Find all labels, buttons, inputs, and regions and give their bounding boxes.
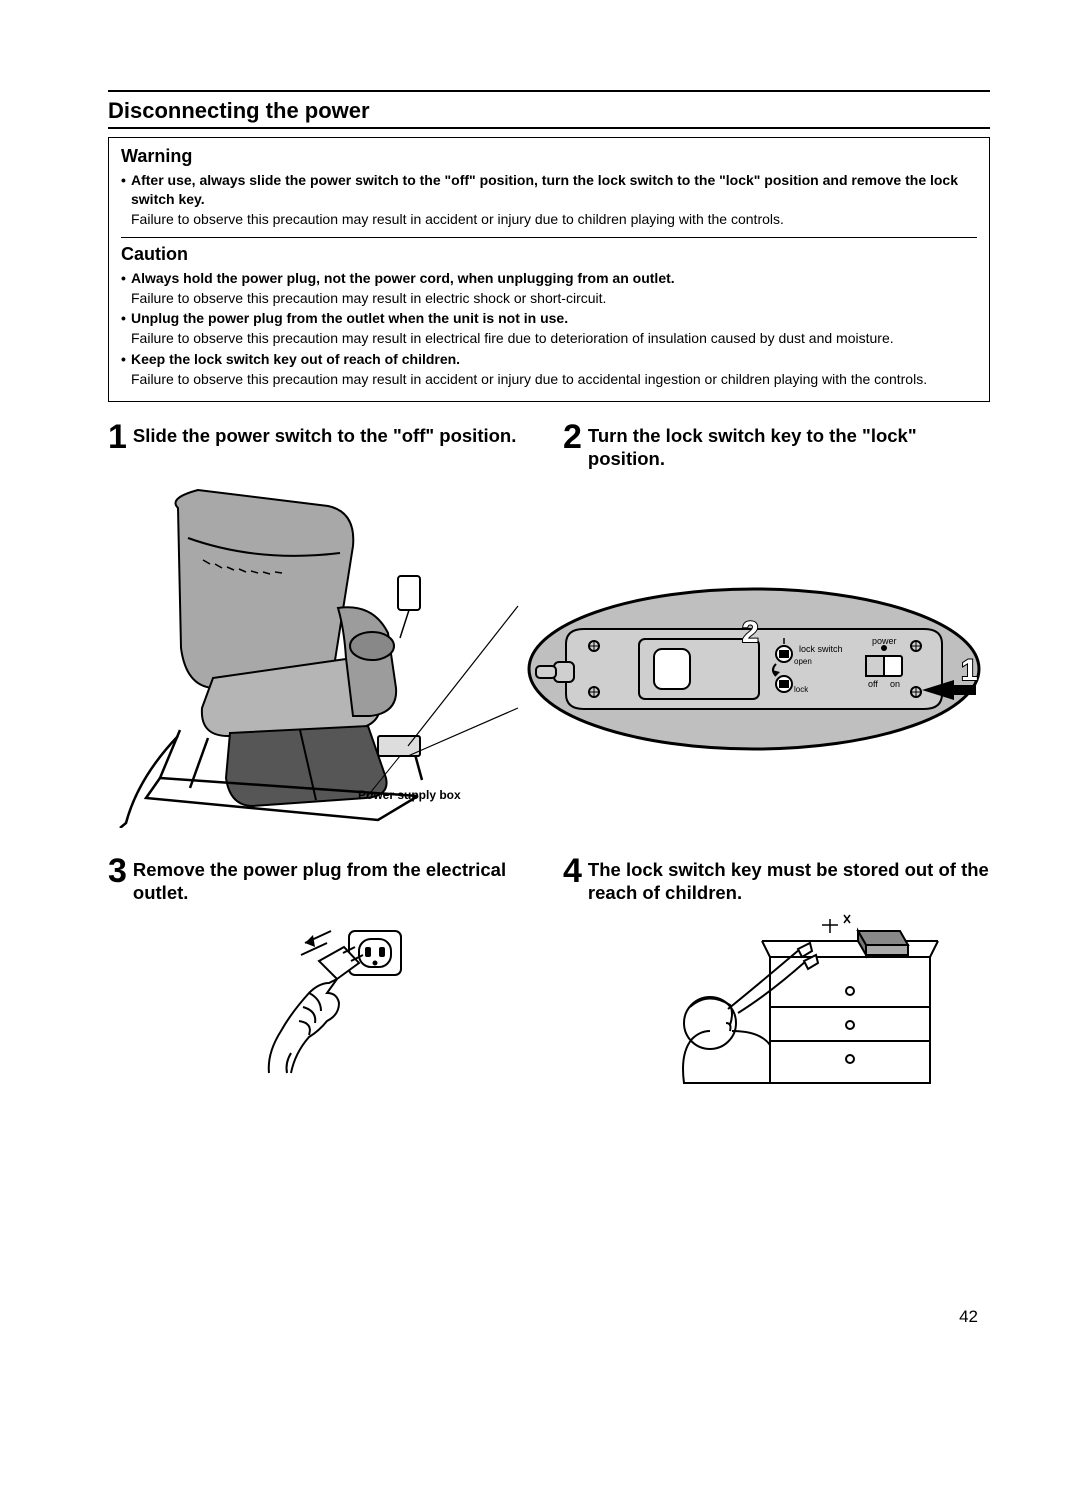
caution-bullet-sub: Failure to observe this precaution may r… (131, 329, 977, 348)
control-panel-detail: lock switch open lock power off on 2 1 (524, 584, 984, 754)
on-label: on (890, 679, 900, 689)
figure-main: lock switch open lock power off on 2 1 P… (108, 478, 990, 838)
caution-bullet-sub: Failure to observe this precaution may r… (131, 289, 977, 308)
page-number: 42 (959, 1307, 978, 1327)
step-text: Slide the power switch to the "off" posi… (133, 420, 516, 447)
step-1: 1 Slide the power switch to the "off" po… (108, 420, 535, 470)
step-text: Remove the power plug from the electrica… (133, 854, 535, 904)
bullet-icon: • (121, 350, 131, 369)
step-4: 4 The lock switch key must be stored out… (563, 854, 990, 904)
step-3: 3 Remove the power plug from the electri… (108, 854, 535, 904)
bullet-icon: • (121, 269, 131, 288)
power-supply-box-label: Power supply box (358, 788, 461, 802)
warning-bullet-text: After use, always slide the power switch… (131, 171, 977, 209)
step-number: 4 (563, 854, 582, 888)
step-number: 3 (108, 854, 127, 888)
caution-bullet: • Always hold the power plug, not the po… (121, 269, 977, 288)
power-label: power (872, 636, 897, 646)
caution-bullet: • Keep the lock switch key out of reach … (121, 350, 977, 369)
manual-page: Disconnecting the power Warning • After … (0, 0, 1080, 1138)
lock-label: lock (794, 685, 809, 694)
warning-section: Warning • After use, always slide the po… (121, 146, 977, 229)
step-number: 2 (563, 420, 582, 454)
steps-row-bottom: 3 Remove the power plug from the electri… (108, 854, 990, 904)
step-number: 1 (108, 420, 127, 454)
step-text: The lock switch key must be stored out o… (588, 854, 990, 904)
caution-bullet: • Unplug the power plug from the outlet … (121, 309, 977, 328)
top-rule (108, 90, 990, 92)
figure-child-reach (569, 913, 990, 1098)
caution-bullet-sub: Failure to observe this precaution may r… (131, 370, 977, 389)
warning-bullet-sub: Failure to observe this precaution may r… (131, 210, 977, 229)
svg-text:1: 1 (961, 654, 978, 687)
bullet-icon: • (121, 309, 131, 328)
figure-row-bottom (108, 913, 990, 1098)
caution-bullet-text: Keep the lock switch key out of reach of… (131, 350, 460, 369)
step-2: 2 Turn the lock switch key to the "lock"… (563, 420, 990, 470)
open-label: open (794, 657, 812, 666)
callout-2: 2 (742, 616, 759, 649)
caution-bullet-text: Always hold the power plug, not the powe… (131, 269, 675, 288)
bullet-icon: • (121, 171, 131, 209)
off-label: off (868, 679, 878, 689)
caution-heading: Caution (121, 244, 977, 265)
figure-unplug (108, 913, 529, 1098)
warning-bullet: • After use, always slide the power swit… (121, 171, 977, 209)
section-title: Disconnecting the power (108, 98, 990, 129)
step-text: Turn the lock switch key to the "lock" p… (588, 420, 990, 470)
caution-bullet-text: Unplug the power plug from the outlet wh… (131, 309, 568, 328)
caution-section: Caution • Always hold the power plug, no… (121, 237, 977, 389)
warning-heading: Warning (121, 146, 977, 167)
steps-row-top: 1 Slide the power switch to the "off" po… (108, 420, 990, 470)
warning-caution-box: Warning • After use, always slide the po… (108, 137, 990, 402)
lock-switch-label: lock switch (799, 644, 843, 654)
